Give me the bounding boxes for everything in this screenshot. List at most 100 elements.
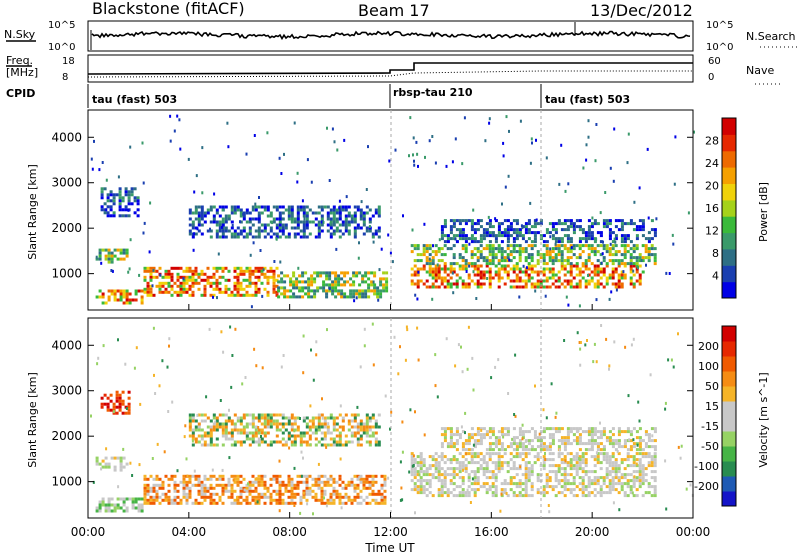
echo-cell: [359, 437, 363, 441]
echo-cell: [233, 489, 237, 493]
echo-cell: [563, 442, 567, 446]
echo-cell: [185, 278, 189, 282]
echo-cell: [614, 250, 618, 254]
echo-cell: [289, 283, 293, 287]
echo-cell: [632, 445, 636, 449]
echo-cell: [581, 231, 585, 235]
echo-cell: [521, 247, 525, 251]
echo-cell: [608, 228, 612, 232]
echo-cell: [191, 483, 195, 487]
echo-cell: [599, 234, 603, 238]
echo-cell: [443, 225, 447, 229]
echo-cell: [452, 476, 456, 480]
echo-cell: [197, 287, 201, 291]
echo-cell: [224, 422, 228, 426]
echo-cell: [344, 486, 348, 490]
echo-cell: [479, 439, 483, 443]
echo-cell: [331, 271, 335, 275]
echo-cell: [515, 445, 519, 449]
echo-cell: [446, 279, 450, 283]
echo-cell: [218, 229, 222, 233]
echo-cell: [599, 488, 603, 492]
echo-cell: [230, 419, 234, 423]
echo-cell: [125, 506, 129, 510]
echo-cell: [629, 253, 633, 257]
echo-cell: [518, 455, 522, 459]
echo-cell: [617, 273, 621, 277]
echo-cell: [122, 497, 126, 501]
echo-cell: [106, 199, 110, 203]
echo-cell: [431, 476, 435, 480]
echo-cell: [554, 285, 558, 289]
echo-cell: [221, 413, 225, 417]
echo-cell: [359, 422, 363, 426]
echo-cell: [471, 477, 474, 481]
echo-cell: [368, 428, 372, 432]
echo-cell: [536, 250, 540, 254]
echo-cell: [292, 286, 296, 290]
echo-cell: [263, 492, 267, 496]
echo-cell: [125, 295, 129, 299]
echo-cell: [121, 390, 125, 394]
echo-cell: [635, 270, 639, 274]
echo-cell: [383, 489, 387, 493]
echo-cell: [352, 292, 356, 296]
echo-cell: [278, 223, 282, 227]
echo-cell: [314, 211, 318, 215]
echo-cell: [488, 436, 492, 440]
echo-cell: [112, 193, 116, 197]
echo-cell: [602, 433, 606, 437]
echo-cell: [173, 480, 177, 484]
echo-cell: [176, 266, 180, 270]
echo-cell: [564, 459, 567, 463]
echo-cell: [461, 244, 465, 248]
echo-cell: [380, 247, 383, 251]
echo-cell: [536, 488, 540, 492]
echo-cell: [371, 477, 375, 481]
echo-cell: [297, 266, 300, 270]
echo-cell: [269, 229, 273, 233]
echo-cell: [350, 419, 354, 423]
echo-cell: [605, 222, 609, 226]
echo-cell: [287, 232, 291, 236]
echo-cell: [509, 482, 513, 486]
echo-cell: [560, 282, 564, 286]
echo-cell: [497, 234, 501, 238]
echo-cell: [446, 488, 450, 492]
echo-cell: [635, 228, 639, 232]
echo-cell: [329, 413, 333, 417]
echo-cell: [482, 259, 486, 263]
echo-cell: [226, 121, 229, 125]
echo-cell: [304, 292, 308, 296]
echo-cell: [470, 237, 474, 241]
echo-cell: [188, 287, 192, 291]
echo-cell: [372, 240, 375, 244]
echo-cell: [465, 270, 468, 273]
echo-cell: [524, 494, 528, 498]
echo-cell: [485, 256, 489, 260]
echo-cell: [273, 260, 276, 263]
echo-cell: [266, 278, 270, 282]
echo-cell: [278, 220, 282, 224]
echo-cell: [139, 402, 142, 406]
echo-cell: [212, 272, 216, 276]
echo-cell: [515, 452, 519, 456]
echo-cell: [613, 340, 616, 344]
echo-cell: [488, 276, 492, 280]
echo-cell: [653, 448, 657, 452]
echo-cell: [359, 480, 363, 484]
echo-cell: [356, 495, 360, 499]
echo-cell: [548, 256, 552, 260]
echo-cell: [515, 473, 519, 477]
echo-cell: [560, 222, 564, 226]
echo-cell: [455, 282, 459, 286]
echo-cell: [608, 458, 612, 462]
echo-cell: [215, 229, 219, 233]
echo-cell: [463, 116, 466, 120]
echo-cell: [254, 434, 258, 438]
echo-cell: [554, 430, 558, 434]
echo-cell: [638, 467, 642, 471]
echo-cell: [641, 473, 645, 477]
echo-cell: [215, 208, 219, 212]
echo-cell: [167, 410, 170, 413]
